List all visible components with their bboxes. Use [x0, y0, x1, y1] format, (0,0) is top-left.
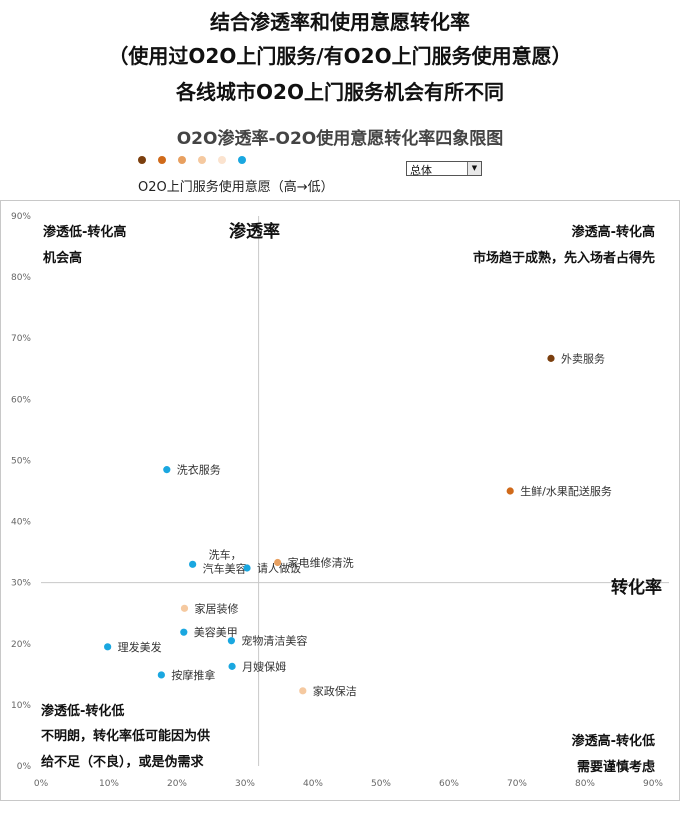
- headline-line-3: 各线城市O2O上门服务机会有所不同: [176, 80, 504, 104]
- quadrant-bottom-left-desc-1: 不明朗，转化率低可能因为供: [41, 729, 211, 744]
- data-point: [180, 628, 188, 636]
- chart-title: O2O渗透率-O2O使用意愿转化率四象限图: [176, 129, 504, 149]
- data-label: 按摩推拿: [171, 668, 215, 682]
- x-axis-name: 转化率: [611, 578, 662, 598]
- x-tick-label: 60%: [439, 779, 459, 789]
- data-label: 请人做饭: [257, 561, 301, 575]
- x-tick-label: 40%: [303, 779, 323, 789]
- y-tick-label: 60%: [11, 395, 31, 405]
- data-label: 宠物清洁美容: [241, 634, 307, 648]
- data-point: [506, 487, 514, 495]
- chevron-down-icon[interactable]: ▼: [467, 162, 481, 175]
- data-point: [189, 560, 197, 568]
- legend-dot: [138, 156, 146, 164]
- legend-dot: [238, 156, 246, 164]
- x-tick-label: 80%: [575, 779, 595, 789]
- quadrant-top-right-title: 渗透高-转化高: [571, 225, 655, 240]
- quadrant-bottom-left-desc-2: 给不足（不良），或是伪需求: [41, 755, 204, 770]
- data-point: [180, 604, 189, 612]
- x-tick-label: 70%: [507, 779, 527, 789]
- quadrant-bottom-right-title: 渗透高-转化低: [571, 734, 655, 749]
- data-point: [104, 643, 112, 651]
- y-tick-label: 70%: [11, 334, 31, 344]
- y-tick-label: 90%: [11, 212, 31, 222]
- data-label: 家居装修: [194, 601, 238, 615]
- scatter-plot: 0% 10% 20% 30% 40% 50% 60% 70% 80% 90% 0% 10% 20% 30%…: [11, 212, 669, 789]
- quadrant-bottom-right-desc: 需要谨慎考虑: [576, 760, 655, 775]
- data-point: [157, 671, 165, 679]
- x-tick-label: 10%: [99, 779, 119, 789]
- data-label: 家政保洁: [313, 684, 357, 698]
- legend-dot: [178, 156, 186, 164]
- region-dropdown-value: 总体: [410, 164, 432, 177]
- data-label: 家电维修清洗: [288, 556, 354, 570]
- quadrant-top-left-desc: 机会高: [43, 251, 83, 266]
- y-tick-label: 30%: [11, 579, 31, 589]
- data-point: [299, 687, 307, 695]
- x-tick-label: 90%: [643, 779, 663, 789]
- quadrant-top-left-title: 渗透低-转化高: [43, 225, 127, 240]
- legend-dot: [198, 156, 206, 164]
- y-tick-label: 50%: [11, 456, 31, 466]
- x-tick-label: 50%: [371, 779, 391, 789]
- y-tick-label: 0%: [17, 762, 32, 772]
- chart-frame: 0% 10% 20% 30% 40% 50% 60% 70% 80% 90% 0% 10% 20% 30%…: [0, 200, 680, 801]
- data-label: 月嫂保姆: [242, 659, 286, 673]
- data-point: [274, 558, 282, 567]
- data-label: 生鲜/水果配送服务: [520, 484, 612, 498]
- quadrant-bottom-left-title: 渗透低-转化低: [41, 704, 125, 719]
- quadrant-top-right-desc: 市场趋于成熟，先入场者占得先: [472, 251, 655, 266]
- legend-dot: [218, 156, 226, 164]
- data-label: 洗衣服务: [177, 463, 221, 477]
- legend-dot: [158, 156, 166, 164]
- data-label: 外卖服务: [561, 352, 605, 365]
- data-point: [163, 466, 171, 474]
- legend-label: O2O上门服务使用意愿（高→低）: [138, 180, 334, 195]
- headline-line-2: （使用过O2O上门服务/有O2O上门服务使用意愿）: [108, 44, 572, 68]
- y-tick-label: 20%: [11, 640, 31, 650]
- x-tick-label: 0%: [34, 779, 49, 789]
- y-axis-name: 渗透率: [229, 222, 280, 242]
- data-point: [547, 354, 555, 362]
- data-point: [228, 662, 236, 670]
- y-tick-label: 40%: [11, 518, 31, 528]
- data-label: 洗车，汽车美容: [203, 547, 247, 575]
- region-dropdown[interactable]: 总体 ▼: [406, 161, 482, 177]
- y-tick-label: 80%: [11, 273, 31, 283]
- data-label: 理发美发: [118, 640, 162, 654]
- headline-line-1: 结合渗透率和使用意愿转化率: [210, 10, 470, 34]
- data-point: [243, 564, 251, 572]
- x-tick-label: 20%: [167, 779, 187, 789]
- data-point: [227, 637, 235, 645]
- data-label: 美容美甲: [194, 625, 238, 639]
- x-tick-label: 30%: [235, 779, 255, 789]
- y-tick-label: 10%: [11, 701, 31, 711]
